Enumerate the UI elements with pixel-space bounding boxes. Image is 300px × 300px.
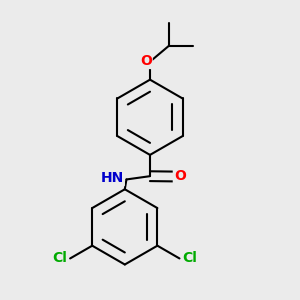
Text: Cl: Cl xyxy=(182,251,197,266)
Text: HN: HN xyxy=(100,171,124,185)
Text: Cl: Cl xyxy=(52,251,68,266)
Text: O: O xyxy=(140,54,152,68)
Text: O: O xyxy=(174,169,186,183)
